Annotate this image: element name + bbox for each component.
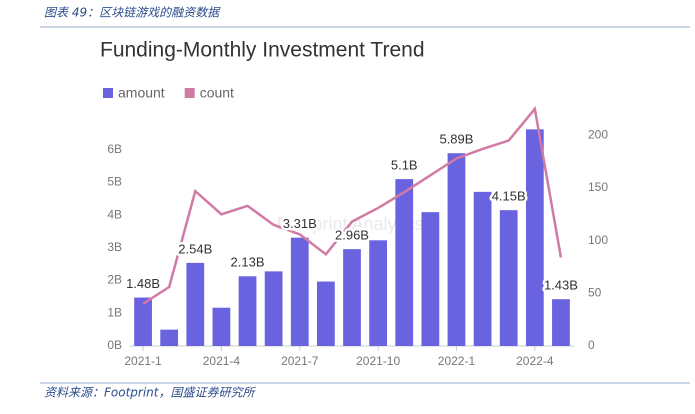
value-label: 1.43B (544, 278, 578, 293)
bar (525, 129, 544, 346)
x-tick-label: 2021-1 (124, 354, 162, 368)
x-tick-label: 2022-1 (438, 354, 476, 368)
value-label: 2.96B (335, 228, 369, 243)
source: 资料来源：Footprint，国盛证券研究所 (44, 386, 256, 400)
line (142, 106, 563, 305)
bar (499, 210, 518, 346)
legend-label: count (200, 85, 234, 101)
value-label: 5.89B (439, 132, 473, 147)
bar (238, 276, 257, 346)
value-label: 5.1B (391, 158, 418, 173)
bar (395, 179, 414, 346)
y-tick-label: 6B (107, 142, 122, 156)
bar (186, 262, 205, 346)
y-tick-label: 2B (107, 273, 122, 287)
y-tick-label: 4B (107, 207, 122, 221)
bar (552, 299, 570, 346)
y2-tick-label: 50 (588, 285, 602, 299)
legend-swatch (184, 88, 195, 98)
bar (343, 249, 361, 346)
y-tick-label: 0B (107, 338, 122, 352)
bar (160, 329, 179, 346)
x-tick-label: 2022-4 (516, 354, 554, 368)
bar (473, 191, 492, 346)
y2-tick-label: 100 (588, 233, 608, 247)
y-tick-label: 1B (107, 305, 122, 319)
bar (447, 153, 466, 346)
value-label: 4.15B (492, 189, 526, 204)
value-label: 2.13B (231, 255, 265, 270)
x-tick-label: 2021-4 (203, 354, 241, 368)
bar (290, 237, 309, 346)
y2-tick-label: 150 (588, 180, 608, 194)
y2-tick-label: 200 (588, 127, 608, 141)
bar (212, 307, 231, 346)
y2-tick-label: 0 (588, 338, 595, 352)
y-tick-label: 5B (107, 175, 122, 189)
value-label: 3.31B (283, 216, 317, 231)
bar (421, 212, 440, 346)
legend-label: amount (118, 85, 165, 101)
legend-swatch (103, 88, 113, 98)
bar (317, 281, 335, 346)
x-tick-label: 2021-10 (356, 354, 400, 368)
value-label: 1.48B (126, 276, 160, 291)
x-tick-label: 2021-7 (281, 354, 319, 368)
value-label: 2.54B (178, 241, 212, 256)
chart-title: Funding-Monthly Investment Trend (100, 39, 425, 62)
bar (134, 297, 152, 346)
bar (369, 240, 387, 346)
bar (264, 271, 283, 346)
caption: 图表 49：区块链游戏的融资数据 (44, 6, 221, 20)
y-tick-label: 3B (107, 240, 122, 254)
